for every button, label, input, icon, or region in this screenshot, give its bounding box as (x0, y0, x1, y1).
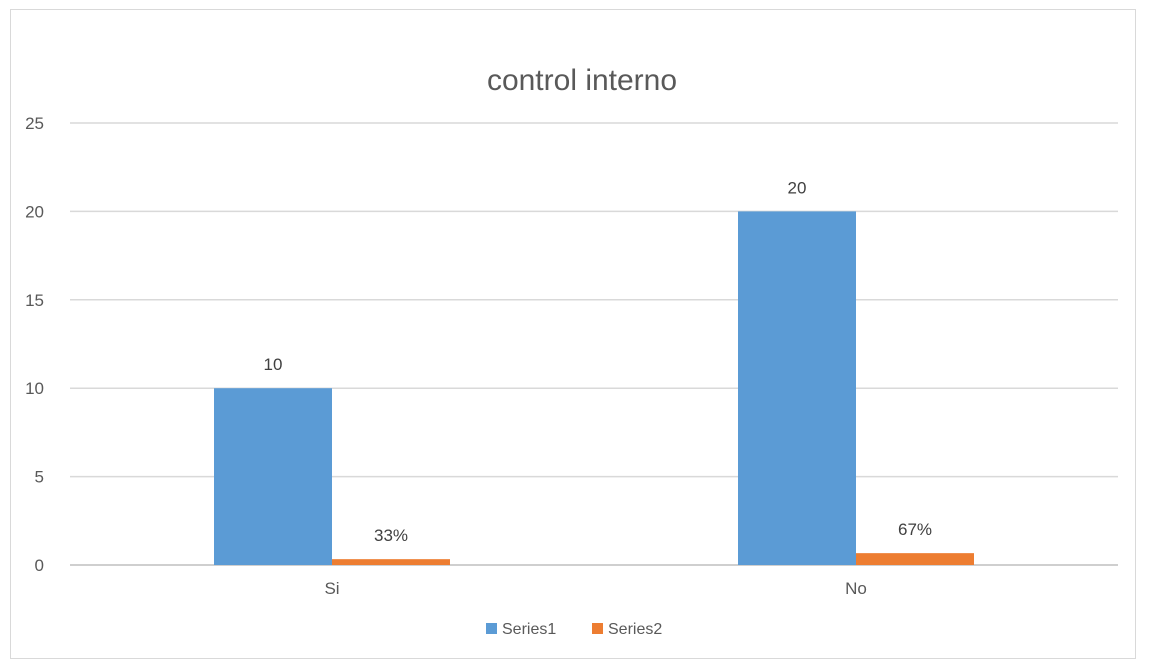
bar-series1-si (214, 388, 332, 565)
y-axis-ticks: 0 5 10 15 20 25 (25, 114, 44, 575)
data-labels: 10 33% 20 67% (264, 178, 932, 545)
legend: Series1 Series2 (486, 621, 662, 638)
bars (214, 211, 974, 565)
y-tick-label: 0 (35, 556, 44, 575)
y-tick-label: 20 (25, 202, 44, 221)
chart-title: control interno (487, 64, 677, 97)
bar-series2-no (856, 553, 974, 565)
data-label: 67% (898, 520, 932, 539)
legend-swatch-series2 (592, 623, 603, 634)
y-tick-label: 5 (35, 468, 44, 487)
bar-series2-si (332, 559, 450, 565)
x-category-label: No (845, 579, 867, 598)
chart-frame (10, 9, 1136, 659)
data-label: 33% (374, 526, 408, 545)
y-tick-label: 10 (25, 379, 44, 398)
legend-label: Series2 (608, 621, 662, 638)
x-axis-categories: Si No (324, 579, 866, 598)
data-label: 20 (788, 178, 807, 197)
y-tick-label: 15 (25, 291, 44, 310)
y-tick-label: 25 (25, 114, 44, 133)
legend-label: Series1 (502, 621, 556, 638)
legend-swatch-series1 (486, 623, 497, 634)
data-label: 10 (264, 355, 283, 374)
x-category-label: Si (324, 579, 339, 598)
bar-series1-no (738, 211, 856, 565)
